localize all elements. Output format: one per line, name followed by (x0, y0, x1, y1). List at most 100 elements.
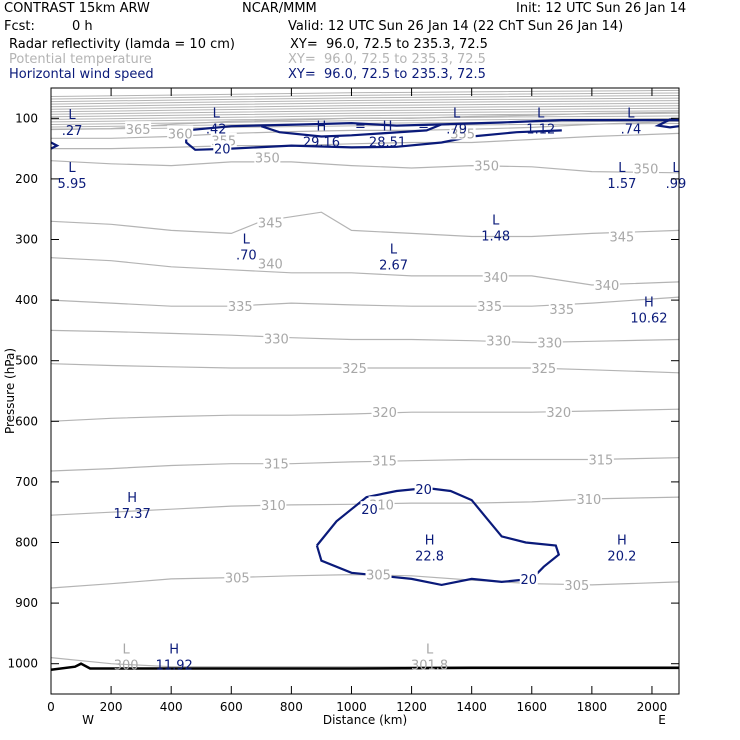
y-tick-label-900: 900 (15, 596, 38, 610)
isentrope-label-340-bg (593, 276, 620, 291)
y-tick-label-500: 500 (15, 354, 38, 368)
isentrope-350-line (51, 160, 679, 174)
extremum-L-letter: L (618, 161, 626, 176)
y-axis-label: Pressure (hPa) (3, 348, 17, 434)
x-end-label-west: W (82, 713, 94, 727)
isentrope-label-325: 325 (531, 362, 556, 377)
extremum-L-value: 1.48 (481, 230, 510, 245)
isentrope-label-310: 310 (261, 499, 286, 514)
x-tick-label-1400: 1400 (456, 700, 487, 714)
isentrope-upper-line (51, 110, 679, 118)
isentrope-label-350: 350 (255, 152, 280, 167)
wind-label-20-bg (414, 481, 433, 496)
isentrope-label-315: 315 (264, 458, 289, 473)
y-tick-label-1000: 1000 (7, 657, 38, 671)
jet-marker: = (418, 120, 429, 135)
isentrope-label-355-bg (449, 125, 476, 140)
y-tick-label-100: 100 (15, 111, 38, 125)
isentrope-label-320: 320 (546, 406, 571, 421)
isentrope-label-325-bg (530, 359, 557, 374)
extremum-L-value: .70 (236, 248, 257, 263)
isentrope-label-305-bg (563, 576, 590, 591)
wind-label-20: 20 (361, 503, 378, 518)
contour-labels: 3653603553553503503503453453403403403353… (58, 106, 687, 673)
extremum-L-value: 301.8 (411, 659, 448, 674)
field-reflectivity-xy: XY= 96.0, 72.5 to 235.3, 72.5 (290, 37, 488, 52)
isentrope-label-330: 330 (486, 335, 511, 350)
extremum-H-value: 11.92 (156, 659, 193, 674)
x-tick-label-2000: 2000 (637, 700, 668, 714)
extremum-H-value: 28.51 (369, 136, 406, 151)
isentrope-label-355: 355 (450, 127, 475, 142)
extremum-L-value: .74 (621, 122, 642, 137)
x-tick-label-1600: 1600 (516, 700, 547, 714)
terrain-line (50, 662, 679, 672)
field-theta-xy: XY= 96.0, 72.5 to 235.3, 72.5 (288, 52, 486, 67)
header-fcst-value: 0 h (72, 19, 93, 34)
isentrope-label-305: 305 (564, 579, 589, 594)
y-tick-label-700: 700 (15, 475, 38, 489)
isentrope-label-315: 315 (372, 455, 397, 470)
extremum-L-letter: L (122, 643, 130, 658)
isentrope-305-line (51, 573, 679, 589)
extremum-L-value: 2.67 (379, 259, 408, 274)
isentrope-label-335-bg (227, 298, 254, 313)
isentrope-label-315-bg (263, 455, 290, 470)
isentrope-label-340-bg (482, 269, 509, 284)
isentrope-label-335: 335 (228, 300, 253, 315)
isentrope-label-335-bg (476, 298, 503, 313)
isentrope-label-335: 335 (477, 300, 502, 315)
x-tick-label-600: 600 (220, 700, 243, 714)
extremum-L-letter: L (537, 106, 545, 121)
field-wind-xy: XY= 96.0, 72.5 to 235.3, 72.5 (288, 67, 486, 82)
x-tick-label-400: 400 (160, 700, 183, 714)
extremum-L-letter: L (426, 643, 434, 658)
extremum-L-value: 5.95 (58, 177, 87, 192)
terrain-layer (50, 662, 679, 672)
isentrope-label-330-bg (536, 334, 563, 349)
isentrope-label-330-bg (485, 332, 512, 347)
extremum-L-letter: L (390, 243, 398, 258)
wind-label-20: 20 (415, 483, 432, 498)
isentrope-label-350-bg (473, 157, 500, 172)
extremum-H-letter: H (317, 120, 327, 135)
isentrope-label-305-bg (224, 569, 251, 584)
isentrope-label-335-bg (548, 301, 575, 316)
header-init: Init: 12 UTC Sun 26 Jan 14 (516, 1, 687, 16)
isentrope-365-line (51, 111, 679, 130)
isentrope-label-350-bg (632, 160, 659, 175)
isentrope-label-365: 365 (126, 123, 151, 138)
isentrope-label-320: 320 (372, 406, 397, 421)
isentrope-label-360: 360 (168, 127, 193, 142)
extremum-H-letter: H (425, 534, 435, 549)
x-tick-label-200: 200 (100, 700, 123, 714)
isentrope-label-330: 330 (264, 332, 289, 347)
isentrope-label-305-bg (365, 566, 392, 581)
isentrope-label-335: 335 (549, 303, 574, 318)
header-model: CONTRAST 15km ARW (4, 1, 150, 16)
extremum-H-value: 29.16 (303, 136, 340, 151)
extremum-L-value: .79 (446, 122, 467, 137)
header-center: NCAR/MMM (242, 1, 317, 16)
isentrope-label-320-bg (545, 404, 572, 419)
x-tick-label-0: 0 (47, 700, 55, 714)
isentrope-label-340-bg (257, 255, 284, 270)
extremum-L-letter: L (68, 161, 76, 176)
extremum-L-value: .27 (62, 124, 83, 139)
x-end-label-east: E (658, 713, 666, 727)
isentrope-upper-line (51, 105, 679, 113)
isentrope-upper-line (51, 107, 679, 115)
isentrope-320-line (51, 408, 679, 422)
isentrope-label-310-bg (575, 490, 602, 505)
isentrope-label-350-bg (254, 149, 281, 164)
field-theta-name: Potential temperature (9, 52, 152, 67)
axes: 100 200 300 400 500 600 700 800 900 1000 0 200 400 60… (3, 87, 680, 727)
isentrope-345-line (51, 211, 679, 238)
x-axis-label: Distance (km) (323, 713, 407, 727)
isentrope-label-325: 325 (342, 362, 367, 377)
isentrope-label-365-bg (125, 121, 152, 136)
field-reflectivity-name: Radar reflectivity (lamda = 10 cm) (9, 37, 235, 52)
extremum-L-letter: L (672, 161, 680, 176)
isentrope-label-345: 345 (258, 217, 283, 232)
